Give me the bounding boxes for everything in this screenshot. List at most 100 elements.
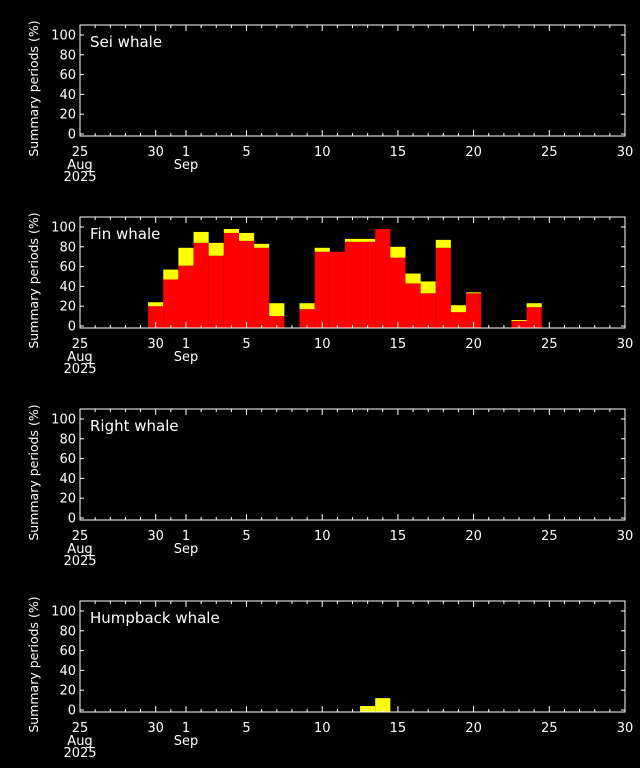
x-tick-label: 25 <box>541 337 558 352</box>
x-tick-sublabel: Sep <box>174 350 199 365</box>
bar-detected-40 <box>299 309 315 328</box>
bar-detected-54 <box>511 321 527 328</box>
y-tick-label: 60 <box>59 452 76 467</box>
bar-possible-45 <box>375 698 391 712</box>
bar-possible-47 <box>405 273 421 284</box>
bar-detected-48 <box>420 293 436 328</box>
bar-possible-48 <box>420 281 436 294</box>
x-tick-label: 30 <box>617 337 634 352</box>
y-tick-label: 20 <box>59 300 76 315</box>
bar-detected-33 <box>193 242 209 328</box>
x-tick-sublabel: Aug <box>67 542 92 557</box>
bar-detected-30 <box>148 306 164 328</box>
x-tick-label: 25 <box>541 145 558 160</box>
y-tick-label: 20 <box>59 684 76 699</box>
bar-possible-30 <box>148 302 164 307</box>
bar-detected-32 <box>178 265 194 328</box>
bar-detected-35 <box>223 232 239 328</box>
x-tick-sublabel: 2025 <box>63 554 96 569</box>
x-tick-label: 30 <box>617 145 634 160</box>
x-tick-label: 15 <box>390 145 407 160</box>
y-tick-label: 100 <box>51 221 76 236</box>
bar-possible-36 <box>238 232 255 241</box>
x-tick-label: 15 <box>390 721 407 736</box>
y-tick-label: 0 <box>68 512 76 527</box>
x-tick-label: 25 <box>72 145 89 160</box>
y-tick-label: 20 <box>59 492 76 507</box>
bar-detected-34 <box>208 255 224 328</box>
bar-detected-46 <box>390 257 406 328</box>
bar-possible-40 <box>299 303 315 310</box>
x-tick-label: 25 <box>541 529 558 544</box>
x-tick-label: 30 <box>617 721 634 736</box>
x-tick-sublabel: Sep <box>174 734 199 749</box>
x-tick-label: 10 <box>314 337 331 352</box>
x-tick-label: 15 <box>390 529 407 544</box>
x-tick-label: 5 <box>242 145 250 160</box>
x-tick-label: 1 <box>182 529 190 544</box>
x-tick-label: 25 <box>72 721 89 736</box>
x-tick-label: 10 <box>314 721 331 736</box>
bar-possible-46 <box>390 246 406 258</box>
y-tick-label: 80 <box>59 240 76 255</box>
y-tick-label: 40 <box>59 88 76 103</box>
x-tick-label: 20 <box>465 721 482 736</box>
y-axis-label: Summary periods (%) <box>26 212 41 348</box>
x-tick-sublabel: Aug <box>67 734 92 749</box>
bar-detected-41 <box>314 251 330 328</box>
bar-detected-45 <box>375 228 391 328</box>
y-tick-label: 100 <box>51 29 76 44</box>
bar-detected-37 <box>254 247 270 328</box>
bar-detected-36 <box>238 240 255 328</box>
panel-title: Right whale <box>90 417 179 435</box>
y-axis-label: Summary periods (%) <box>26 596 41 732</box>
x-tick-sublabel: Aug <box>67 350 92 365</box>
y-tick-label: 60 <box>59 260 76 275</box>
y-axis-label: Summary periods (%) <box>26 20 41 156</box>
x-tick-label: 20 <box>465 145 482 160</box>
x-tick-label: 1 <box>182 337 190 352</box>
x-tick-sublabel: 2025 <box>63 746 96 761</box>
y-tick-label: 100 <box>51 605 76 620</box>
x-tick-label: 20 <box>465 529 482 544</box>
y-tick-label: 80 <box>59 432 76 447</box>
x-tick-label: 30 <box>617 529 634 544</box>
bar-possible-35 <box>223 228 239 233</box>
panel-title: Sei whale <box>90 33 162 51</box>
bar-possible-37 <box>254 243 270 248</box>
bar-detected-51 <box>466 293 482 328</box>
x-tick-sublabel: Sep <box>174 158 199 173</box>
bar-possible-31 <box>163 269 179 280</box>
y-tick-label: 80 <box>59 48 76 63</box>
bar-detected-44 <box>360 241 376 328</box>
y-tick-label: 60 <box>59 68 76 83</box>
x-tick-label: 20 <box>465 337 482 352</box>
panel-title: Fin whale <box>90 225 160 243</box>
x-tick-label: 5 <box>242 337 250 352</box>
bar-possible-49 <box>435 239 451 248</box>
x-tick-sublabel: 2025 <box>63 170 96 185</box>
bar-detected-47 <box>405 283 421 328</box>
y-tick-label: 100 <box>51 413 76 428</box>
bar-possible-33 <box>193 231 209 243</box>
y-axis-label: Summary periods (%) <box>26 404 41 540</box>
x-tick-sublabel: Sep <box>174 542 199 557</box>
x-tick-label: 30 <box>147 529 164 544</box>
x-tick-label: 25 <box>72 529 89 544</box>
x-tick-label: 10 <box>314 529 331 544</box>
x-tick-sublabel: 2025 <box>63 362 96 377</box>
bar-possible-38 <box>269 303 285 317</box>
bar-detected-42 <box>329 251 345 328</box>
x-tick-label: 15 <box>390 337 407 352</box>
bar-detected-55 <box>526 307 542 328</box>
bar-possible-44 <box>360 238 376 242</box>
x-tick-label: 1 <box>182 721 190 736</box>
y-tick-label: 0 <box>68 320 76 335</box>
bar-detected-43 <box>344 241 361 328</box>
x-tick-label: 1 <box>182 145 190 160</box>
bar-detected-49 <box>435 247 451 328</box>
bar-possible-54 <box>511 320 527 322</box>
